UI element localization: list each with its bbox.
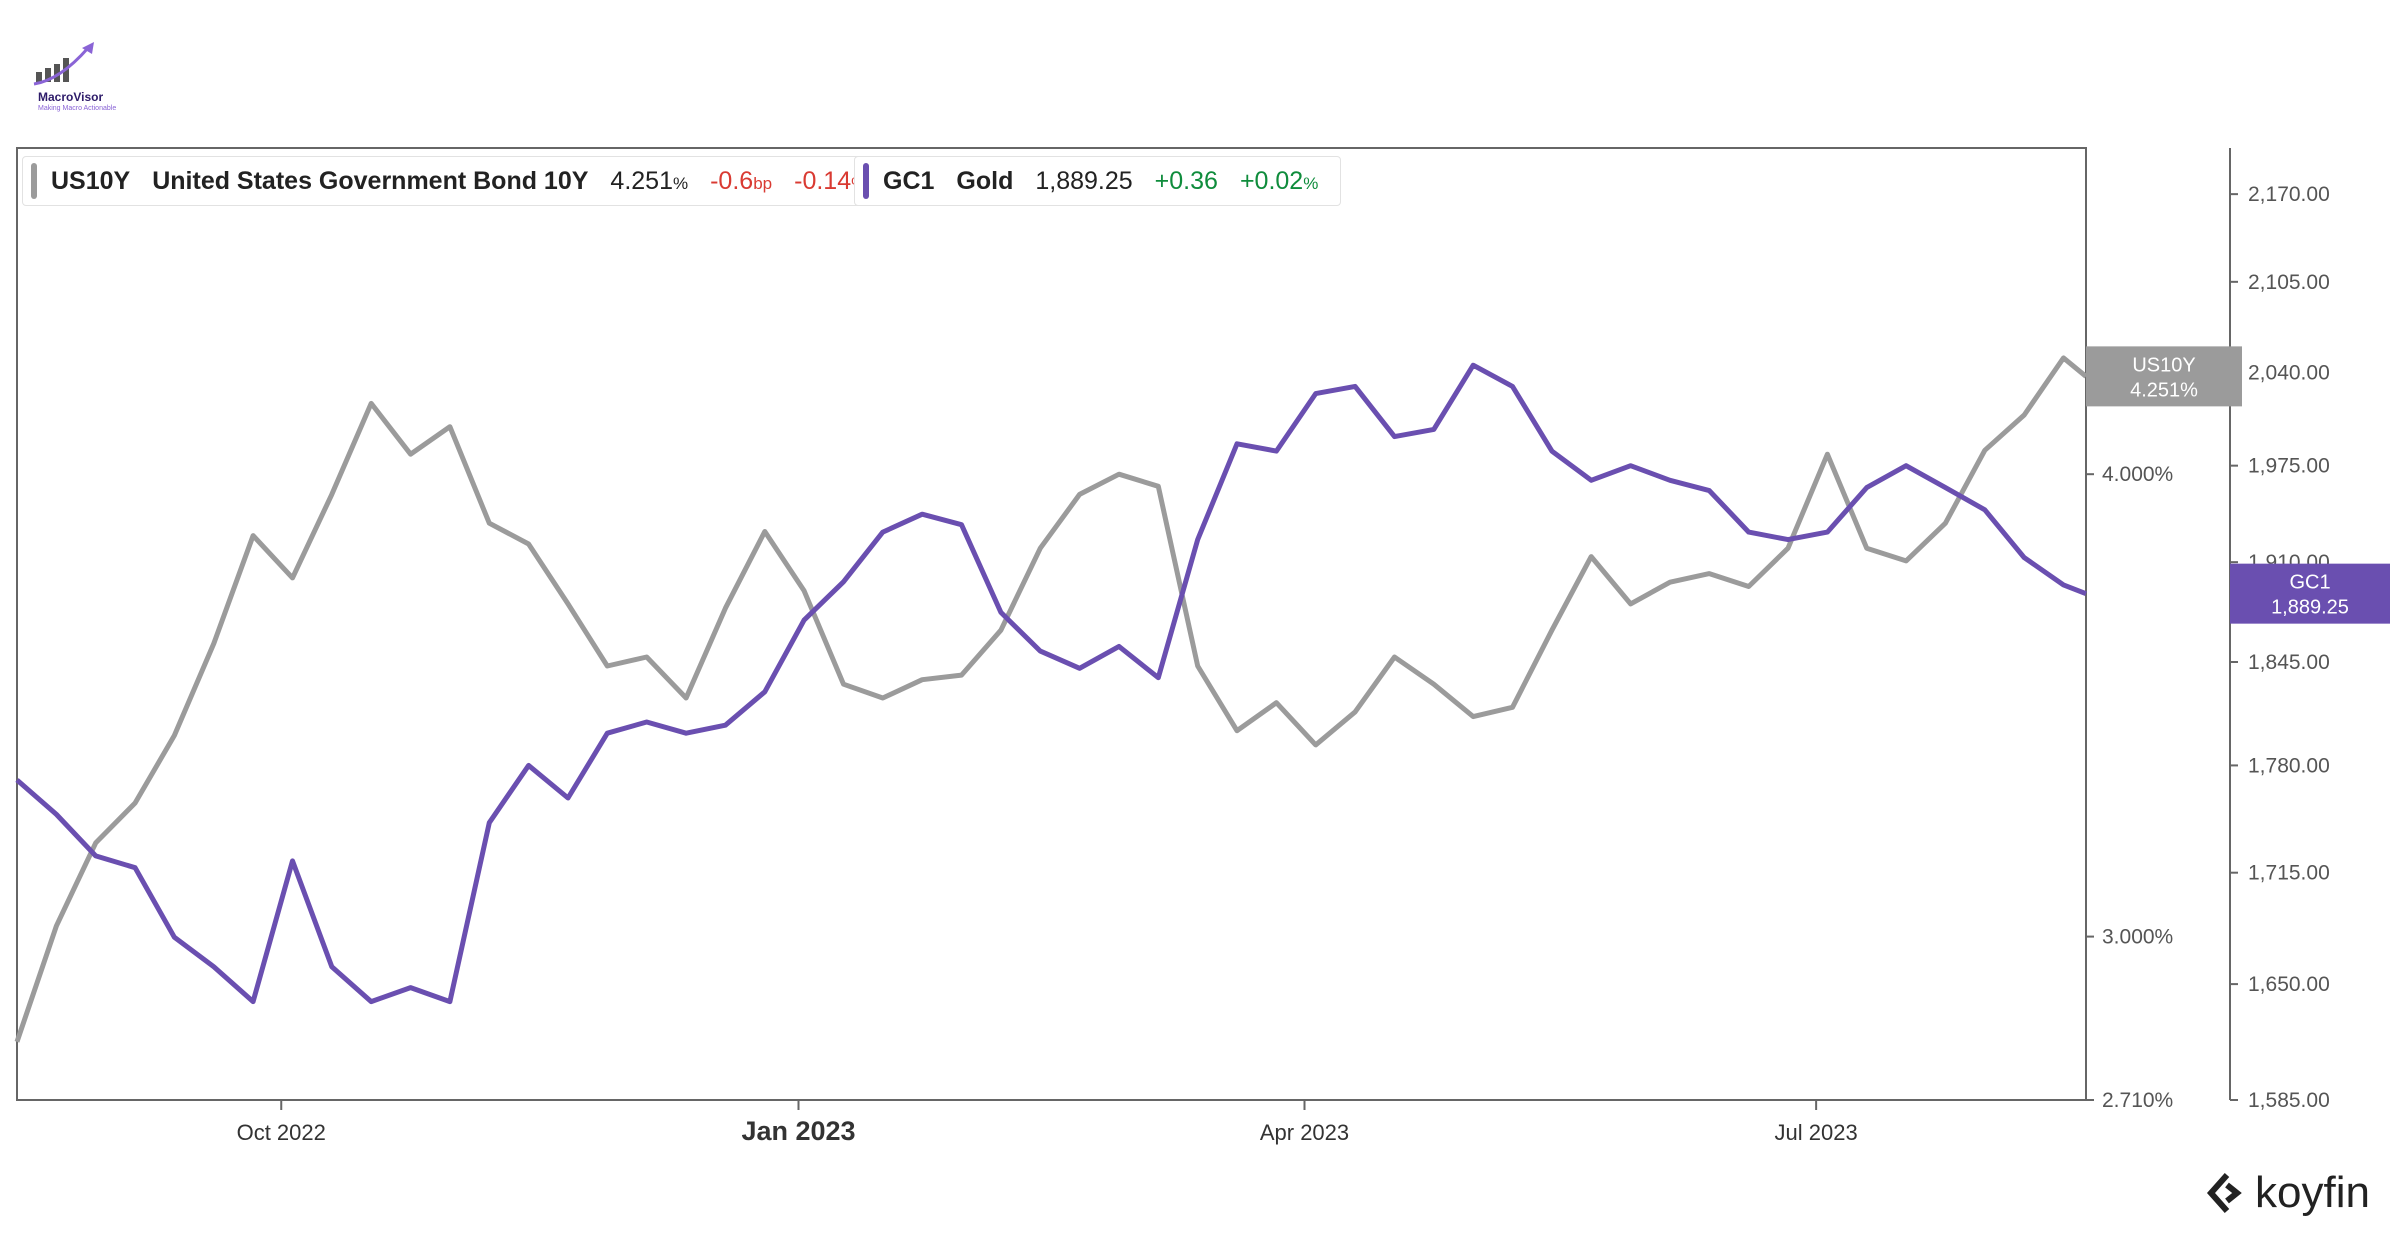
koyfin-watermark: koyfin xyxy=(2205,1168,2370,1218)
us10y-ticker: US10Y xyxy=(51,166,131,195)
us10y-change-bp-group: -0.6bp xyxy=(710,167,772,196)
y-right-tick-label: 1,650.00 xyxy=(2248,973,2330,996)
us10y-change-bp-unit: bp xyxy=(753,173,773,193)
plot-frame xyxy=(16,147,2087,1101)
legend-us10y[interactable]: US10Y United States Government Bond 10Y … xyxy=(22,156,890,206)
koyfin-logo-icon xyxy=(2207,1173,2242,1213)
x-tick-label: Oct 2022 xyxy=(237,1120,326,1145)
gc1-name: Gold xyxy=(956,166,1014,195)
y-axis-right: 2,170.002,105.002,040.001,975.001,910.00… xyxy=(2230,183,2330,1112)
gc1-ticker: GC1 xyxy=(883,166,935,195)
gc1-change-pct-unit: % xyxy=(1303,173,1319,193)
last-value-tag-gc1 xyxy=(2230,563,2390,624)
y-right-tick-label: 2,170.00 xyxy=(2248,183,2330,206)
us10y-value-group: 4.251% xyxy=(610,167,688,196)
gc1-change: +0.36 xyxy=(1154,166,1218,195)
gc1-legend-swatch xyxy=(863,163,869,199)
y-right-tick-label: 1,845.00 xyxy=(2248,651,2330,674)
last-value-tag-label: US10Y xyxy=(2132,354,2195,376)
last-value-tag-label: GC1 xyxy=(2289,572,2330,594)
y-left-tick-label: 3.000% xyxy=(2102,926,2173,949)
logo-tagline: Making Macro Actionable xyxy=(38,105,117,112)
koyfin-text: koyfin xyxy=(2255,1168,2370,1217)
y-left-tick-label: 4.000% xyxy=(2102,463,2173,486)
x-axis: Oct 2022 Jan 2023 Apr 2023 Jul 2023 xyxy=(237,1100,1858,1146)
last-value-tags: US10Y 4.251% GC1 1,889.25 xyxy=(2086,346,2390,624)
y-left-tick-label: 2.710% xyxy=(2102,1089,2173,1112)
gc1-change-pct: +0.02 xyxy=(1239,166,1304,195)
us10y-value: 4.251 xyxy=(610,166,673,195)
us10y-change-pct: -0.14 xyxy=(794,166,852,195)
us10y-value-unit: % xyxy=(672,173,689,193)
y-axis-left: 4.000% 3.000% 2.710% xyxy=(2086,463,2173,1112)
us10y-name: United States Government Bond 10Y xyxy=(152,166,589,195)
series-layer xyxy=(14,355,2088,1043)
last-value-tag-value: 4.251% xyxy=(2130,379,2198,401)
us10y-change-bp: -0.6 xyxy=(710,166,754,195)
gc1-change-pct-group: +0.02% xyxy=(1240,167,1318,196)
series-line-us10y xyxy=(14,355,2088,1043)
macrovisor-logo: MacroVisor Making Macro Actionable xyxy=(30,40,130,120)
x-tick-label: Apr 2023 xyxy=(1260,1120,1349,1145)
y-right-tick-label: 1,975.00 xyxy=(2248,455,2330,478)
gc1-value: 1,889.25 xyxy=(1035,166,1133,195)
y-right-tick-label: 2,105.00 xyxy=(2248,271,2330,294)
last-value-tag-value: 1,889.25 xyxy=(2271,597,2349,619)
x-tick-label: Jul 2023 xyxy=(1775,1120,1858,1145)
series-line-gc1 xyxy=(15,362,2087,1005)
y-right-tick-label: 2,040.00 xyxy=(2248,361,2330,384)
y-right-tick-label: 1,585.00 xyxy=(2248,1089,2330,1112)
y-right-tick-label: 1,780.00 xyxy=(2248,754,2330,777)
x-tick-label: Jan 2023 xyxy=(741,1116,855,1146)
logo-bars-icon xyxy=(33,42,94,86)
legend-gc1[interactable]: GC1 Gold 1,889.25 +0.36 +0.02% xyxy=(854,156,1342,206)
y-right-tick-label: 1,715.00 xyxy=(2248,862,2330,885)
us10y-legend-swatch xyxy=(31,163,37,199)
last-value-tag-us10y xyxy=(2086,346,2242,407)
logo-text: MacroVisor xyxy=(38,90,104,104)
